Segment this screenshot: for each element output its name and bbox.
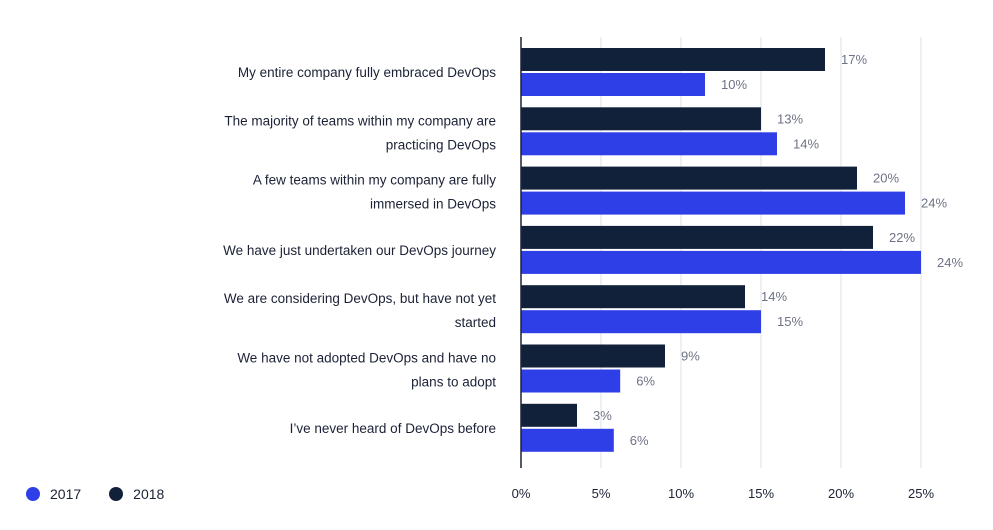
category-label: We are considering DevOps, but have not … <box>224 291 496 306</box>
category-label: started <box>455 315 496 330</box>
category-label: We have just undertaken our DevOps journ… <box>223 243 496 258</box>
bar-2017 <box>521 73 705 96</box>
legend-label-2018: 2018 <box>133 486 165 502</box>
bar-2017 <box>521 191 905 215</box>
bar-2017 <box>521 250 921 274</box>
bar-2017 <box>521 310 761 334</box>
legend-swatch-2018 <box>109 487 124 501</box>
data-label-2018: 3% <box>593 408 612 423</box>
category-label: immersed in DevOps <box>370 197 496 212</box>
data-label-2017: 24% <box>937 255 963 270</box>
data-label-2017: 15% <box>777 314 803 329</box>
x-tick-label: 5% <box>592 486 611 501</box>
data-label-2017: 14% <box>793 136 819 151</box>
category-label: I’ve never heard of DevOps before <box>290 421 496 436</box>
category-label: practicing DevOps <box>386 137 497 152</box>
bar-2017 <box>521 132 777 156</box>
data-label-2017: 6% <box>636 374 655 389</box>
data-label-2018: 13% <box>777 111 803 126</box>
category-label: We have not adopted DevOps and have no <box>237 351 496 366</box>
bar-2018 <box>521 166 857 190</box>
category-label: The majority of teams within my company … <box>224 113 496 128</box>
data-label-2018: 20% <box>873 171 899 186</box>
data-label-2017: 10% <box>721 77 747 92</box>
bar-2017 <box>521 369 621 393</box>
data-label-2017: 24% <box>921 196 947 211</box>
category-label: A few teams within my company are fully <box>253 173 496 188</box>
bar-2018 <box>521 225 873 249</box>
bar-2018 <box>521 107 761 131</box>
data-label-2018: 9% <box>681 349 700 364</box>
legend-label-2017: 2017 <box>50 486 82 502</box>
x-tick-label: 0% <box>512 486 531 501</box>
data-label-2018: 17% <box>841 52 867 67</box>
bar-2018 <box>521 344 665 368</box>
data-label-2018: 22% <box>889 230 915 245</box>
category-label: My entire company fully embraced DevOps <box>238 65 496 80</box>
bar-2018 <box>521 48 825 71</box>
category-label: plans to adopt <box>411 375 496 390</box>
x-tick-label: 10% <box>668 486 694 501</box>
legend: 2017 2018 <box>26 486 192 502</box>
bar-2018 <box>521 285 745 309</box>
legend-item-2017: 2017 <box>26 486 81 502</box>
legend-item-2018: 2018 <box>109 486 164 502</box>
x-tick-label: 20% <box>828 486 854 501</box>
data-label-2018: 14% <box>761 289 787 304</box>
data-label-2017: 6% <box>630 433 649 448</box>
bar-2017 <box>521 428 614 452</box>
x-tick-label: 25% <box>908 486 934 501</box>
bar-2018 <box>521 403 577 427</box>
legend-swatch-2017 <box>26 487 40 501</box>
x-tick-label: 15% <box>748 486 774 501</box>
